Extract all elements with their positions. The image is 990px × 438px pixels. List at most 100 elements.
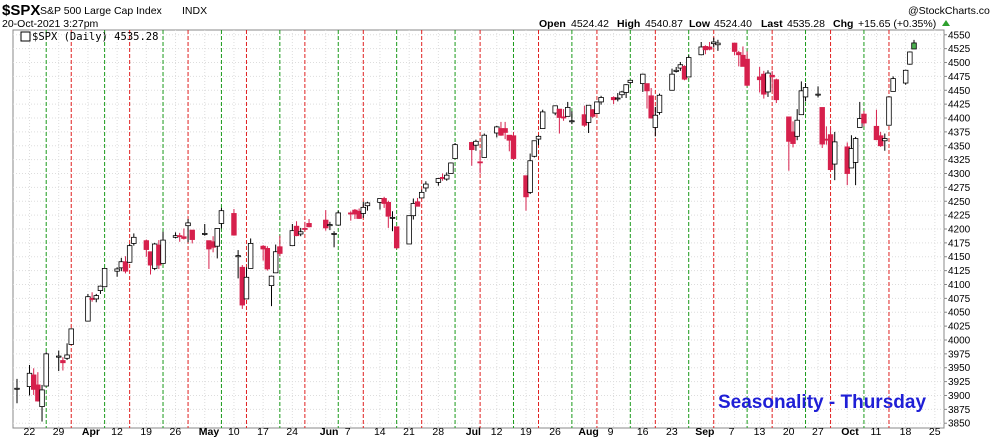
x-tick-label: Sep — [695, 426, 714, 438]
x-tick-label: Jun — [320, 426, 339, 438]
x-tick-label: 16 — [637, 426, 649, 438]
candle-body — [819, 107, 825, 145]
open-value: 4524.42 — [571, 18, 609, 30]
y-tick-label: 4475 — [948, 72, 971, 83]
low-value: 4524.40 — [714, 18, 752, 30]
candle-body — [56, 355, 62, 358]
candle-body — [64, 354, 70, 359]
x-tick-label: 14 — [374, 426, 386, 438]
candle-body — [160, 239, 166, 264]
candle-body — [181, 236, 187, 239]
y-tick-label: 4425 — [948, 100, 971, 111]
candle-body — [381, 198, 387, 204]
x-tick-label: 19 — [140, 426, 152, 438]
candle-body — [448, 162, 454, 174]
candle-body — [143, 240, 150, 250]
y-tick-label: 4000 — [948, 335, 971, 346]
candle-body — [527, 160, 533, 193]
x-tick-label: 28 — [432, 426, 444, 438]
candle-body — [640, 73, 646, 85]
y-tick-label: 4125 — [948, 266, 971, 277]
y-tick-label: 3925 — [948, 377, 971, 388]
candle-body — [469, 142, 475, 151]
x-axis: 22 29 Apr 12 19 26 May 10 17 24 Jun 7 14 21 28 Jul 12 19 2… — [24, 426, 941, 438]
watermark: @StockCharts.com — [908, 5, 990, 17]
security-description: S&P 500 Large Cap Index — [40, 5, 163, 17]
candle-body — [30, 374, 37, 390]
candle-body — [832, 141, 838, 165]
candle-body — [131, 236, 137, 244]
candle-body — [302, 228, 308, 230]
candle-body — [669, 73, 675, 91]
candle-body — [306, 223, 312, 228]
candle-body — [243, 276, 250, 300]
candle-body — [569, 120, 575, 123]
candle-body — [364, 202, 371, 207]
candle-body — [247, 243, 254, 269]
y-tick-label: 4200 — [948, 225, 971, 236]
candle-body — [731, 42, 738, 52]
candle-body — [560, 116, 567, 119]
candle-body — [298, 231, 304, 235]
candle-body — [39, 389, 45, 407]
candle-body — [648, 95, 654, 119]
candle-body — [185, 222, 191, 227]
candle-body — [268, 275, 275, 287]
candle-body — [477, 161, 483, 164]
candle-body — [114, 268, 120, 272]
candle-body — [260, 245, 266, 250]
candle-body — [769, 74, 775, 78]
chg-label: Chg — [833, 18, 853, 30]
open-label: Open — [539, 18, 566, 30]
candle-body — [765, 72, 771, 93]
y-tick-label: 4375 — [948, 127, 971, 138]
candle-body — [502, 128, 508, 133]
legend-swatch — [20, 31, 31, 42]
x-tick-label: 12 — [111, 426, 123, 438]
candle-body — [385, 201, 392, 217]
y-tick-label: 4025 — [948, 322, 971, 333]
y-tick-label: 4175 — [948, 238, 971, 249]
last-label: Last — [761, 18, 783, 30]
y-tick-label: 4075 — [948, 294, 971, 305]
chg-value: +15.65 (+0.35%) — [858, 18, 936, 30]
high-value: 4540.87 — [645, 18, 683, 30]
candle-body — [481, 134, 487, 158]
x-tick-label: 26 — [549, 426, 561, 438]
y-tick-label: 4300 — [948, 169, 971, 180]
candle-body — [289, 230, 296, 247]
x-tick-label: 22 — [24, 426, 36, 438]
candle-body — [235, 255, 241, 258]
chart-header: $SPX S&P 500 Large Cap Index INDX @Stock… — [2, 2, 990, 30]
exchange: INDX — [182, 5, 207, 17]
candle-body — [360, 206, 366, 214]
last-value: 4535.28 — [787, 18, 825, 30]
y-tick-label: 4525 — [948, 44, 971, 55]
y-tick-label: 3875 — [948, 405, 971, 416]
y-axis: 3850 3875 3900 3925 3950 3975 4000 4025 4050 4075… — [944, 30, 971, 430]
x-tick-label: 23 — [666, 426, 678, 438]
x-tick-label: 17 — [257, 426, 269, 438]
candle-body — [231, 213, 237, 236]
x-tick-label: 24 — [286, 426, 298, 438]
candle-body — [539, 111, 546, 129]
candle-body — [598, 97, 604, 103]
candle-body — [715, 42, 721, 46]
x-tick-label: 12 — [491, 426, 503, 438]
x-tick-label: 7 — [345, 426, 351, 438]
candle-body — [615, 97, 621, 100]
candle-body — [815, 93, 821, 96]
x-tick-label: 11 — [870, 426, 881, 438]
candle-body — [122, 261, 129, 272]
candle-body — [535, 135, 542, 140]
candle-body — [531, 140, 538, 157]
candle-body — [644, 83, 650, 92]
y-tick-label: 4500 — [948, 58, 971, 69]
candle-body — [802, 87, 809, 98]
x-tick-label: 18 — [900, 426, 912, 438]
y-tick-label: 4050 — [948, 308, 971, 319]
candle-body — [656, 94, 663, 113]
candle-body — [435, 178, 442, 183]
y-tick-label: 4325 — [948, 155, 971, 166]
candle-body — [60, 360, 66, 364]
